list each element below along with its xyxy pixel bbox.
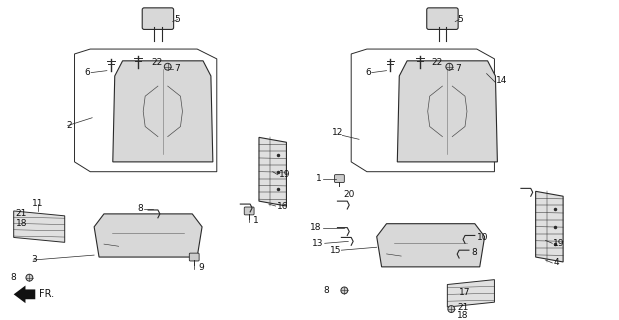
- FancyBboxPatch shape: [189, 253, 199, 261]
- FancyBboxPatch shape: [142, 8, 173, 29]
- Text: 21: 21: [15, 209, 27, 218]
- Text: 18: 18: [310, 223, 322, 232]
- Circle shape: [26, 274, 33, 281]
- Text: 1: 1: [316, 174, 322, 183]
- Text: 14: 14: [496, 76, 508, 85]
- Text: 18: 18: [15, 219, 27, 228]
- Polygon shape: [14, 211, 65, 242]
- Text: 7: 7: [175, 64, 180, 73]
- Text: 8: 8: [10, 273, 15, 282]
- Text: 2: 2: [67, 121, 72, 130]
- Text: 18: 18: [457, 311, 469, 320]
- Text: 20: 20: [344, 190, 355, 199]
- Polygon shape: [113, 61, 213, 162]
- Circle shape: [341, 287, 348, 294]
- Text: 7: 7: [455, 64, 461, 73]
- Text: 11: 11: [32, 199, 44, 208]
- Text: 22: 22: [431, 58, 443, 67]
- Text: 12: 12: [332, 128, 343, 137]
- Text: 15: 15: [329, 246, 341, 255]
- Polygon shape: [259, 137, 287, 206]
- Text: 8: 8: [324, 286, 329, 295]
- Polygon shape: [377, 224, 485, 267]
- FancyBboxPatch shape: [426, 8, 458, 29]
- Text: 16: 16: [277, 202, 288, 211]
- Text: FR.: FR.: [39, 289, 54, 299]
- Text: 5: 5: [175, 15, 180, 24]
- Text: 13: 13: [312, 239, 324, 248]
- Text: 21: 21: [457, 303, 469, 312]
- Text: 5: 5: [457, 15, 463, 24]
- Polygon shape: [397, 61, 498, 162]
- Polygon shape: [448, 280, 495, 307]
- Text: 8: 8: [137, 204, 143, 213]
- Circle shape: [446, 63, 452, 70]
- Text: 17: 17: [459, 288, 470, 297]
- Text: 8: 8: [471, 248, 477, 257]
- Text: 22: 22: [151, 58, 162, 67]
- Text: 4: 4: [553, 259, 559, 268]
- Text: 10: 10: [477, 233, 488, 242]
- Circle shape: [448, 306, 455, 313]
- Text: 19: 19: [279, 170, 290, 179]
- FancyBboxPatch shape: [334, 175, 344, 182]
- Polygon shape: [535, 191, 563, 262]
- Polygon shape: [14, 285, 35, 303]
- Text: 6: 6: [84, 68, 90, 77]
- Text: 6: 6: [365, 68, 371, 77]
- Circle shape: [164, 63, 171, 70]
- Text: 1: 1: [253, 216, 259, 225]
- Text: 9: 9: [198, 263, 204, 272]
- Text: 19: 19: [553, 239, 565, 248]
- Text: 3: 3: [32, 255, 37, 265]
- FancyBboxPatch shape: [245, 207, 254, 215]
- Polygon shape: [94, 214, 202, 257]
